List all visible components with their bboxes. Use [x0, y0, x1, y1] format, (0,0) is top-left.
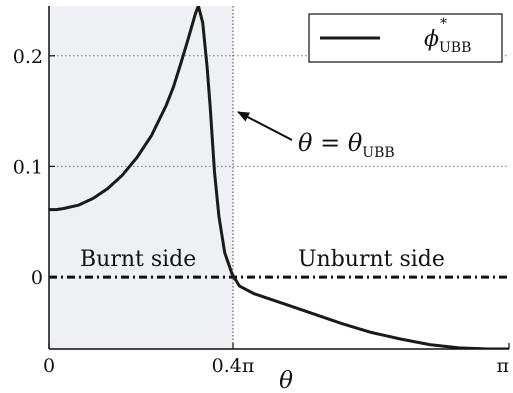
grid-lines: [49, 55, 509, 167]
x-tick-label-0: 0: [43, 355, 55, 377]
phi-ubb-series-line: [49, 6, 509, 349]
legend-label: ϕ* UBB: [424, 16, 471, 56]
y-ticks: 0 0.1 0.2: [13, 46, 55, 289]
y-tick-label-0: 0: [31, 267, 43, 289]
annotation-arrow: [237, 111, 293, 141]
x-tick-label-1: 0.4π: [212, 355, 255, 377]
legend: ϕ* UBB: [308, 13, 503, 63]
x-axis-label: θ: [279, 368, 293, 393]
burnt-region-shade: [49, 6, 234, 349]
burnt-side-label: Burnt side: [80, 247, 196, 272]
annotation-label: θ = θUBB: [298, 129, 395, 161]
y-tick-label-2: 0.2: [13, 46, 43, 68]
unburnt-side-label: Unburnt side: [298, 247, 445, 272]
y-tick-label-1: 0.1: [13, 156, 43, 178]
x-tick-label-2: π: [497, 355, 510, 377]
x-ticks: 0 0.4π π: [43, 343, 510, 377]
